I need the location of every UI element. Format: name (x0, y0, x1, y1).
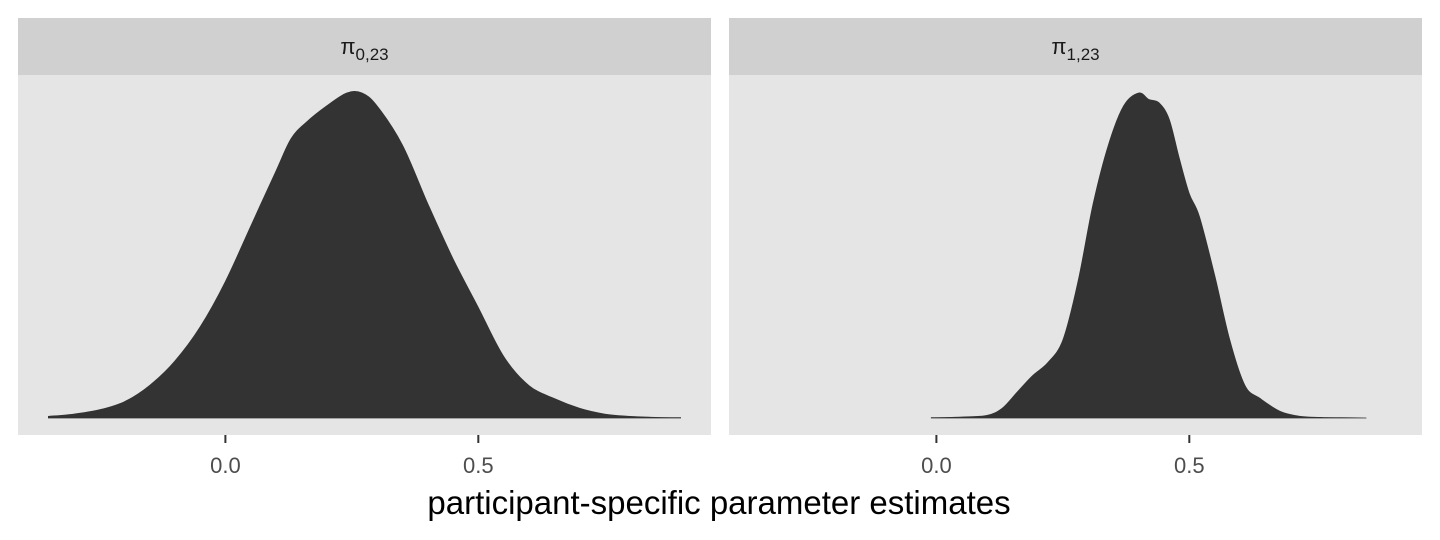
x-tick-label-2-2: 0.5 (1174, 453, 1205, 478)
panels: π0,230.0 0.5π1,230.0 0.5 (18, 18, 1422, 478)
density-area-2 (930, 92, 1367, 419)
strip-1 (18, 18, 711, 75)
x-axis-title: participant-specific parameter estimates (427, 484, 1010, 521)
panel-1: π0,23 0.0 0.5 (18, 18, 711, 478)
x-tick-label-1-2: 0.5 (463, 453, 494, 478)
panel-2: π1,23 0.0 0.5 (729, 18, 1422, 478)
strip-label-2: π1,23 (1051, 34, 1099, 64)
strip-label-subscript: 0,23 (356, 45, 389, 64)
x-tick-label-2-1: 0.0 (921, 453, 952, 478)
strip-label-base: π (340, 34, 355, 59)
strip-label-subscript: 1,23 (1067, 45, 1100, 64)
strip-label-base: π (1051, 34, 1066, 59)
density-area-1 (48, 90, 681, 419)
strip-2 (729, 18, 1422, 75)
strip-label-1: π0,23 (340, 34, 388, 64)
x-tick-label-1-1: 0.0 (210, 453, 241, 478)
